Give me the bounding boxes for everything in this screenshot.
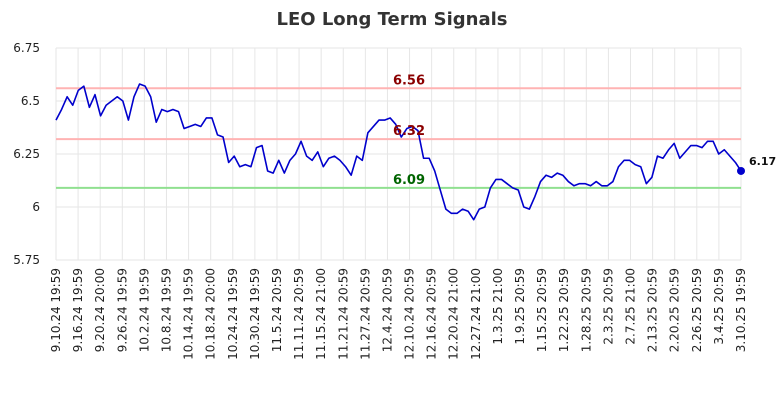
x-tick-label: 9.26.24 19:59 [115,268,129,352]
x-tick-label: 2.20.25 20:59 [668,268,682,352]
y-tick-label: 5.75 [13,253,40,267]
series-layer [55,83,745,221]
x-tick-label: 10.30.24 19:59 [248,268,262,360]
reference-lines [56,87,741,189]
x-tick-label: 11.27.24 20:59 [358,268,372,360]
x-tick-label: 12.16.24 20:59 [425,268,439,360]
series-line [55,83,742,221]
x-tick-label: 2.7.25 21:00 [624,268,638,345]
chart-title: LEO Long Term Signals [277,9,508,30]
x-tick-label: 2.26.25 20:59 [690,268,704,352]
x-tick-label: 10.2.24 19:59 [137,268,151,352]
x-tick-label: 3.4.25 20:59 [712,268,726,345]
grid [55,47,742,261]
x-tick-label: 12.27.24 21:00 [469,268,483,360]
last-value-label: 6.17 [749,155,776,168]
x-tick-label: 11.15.24 21:00 [314,268,328,360]
reference-line-label: 6.32 [393,124,425,139]
x-tick-label: 11.5.24 20:59 [270,268,284,352]
x-tick-label: 12.10.24 20:59 [403,268,417,360]
x-tick-label: 2.3.25 20:59 [601,268,615,345]
labels: 6.17 6.56 6.32 6.09 [393,73,776,188]
axes: 5.75 6 6.25 6.5 6.75 9.10.24 19:59 9.16.24 19:… [13,41,748,360]
x-tick-label: 11.11.24 20:59 [292,268,306,360]
reference-line-label: 6.56 [393,73,425,88]
x-tick-label: 1.22.25 20:59 [557,268,571,352]
x-tick-label: 9.20.24 20:00 [93,268,107,352]
last-point [737,166,745,175]
x-tick-label: 2.13.25 20:59 [646,268,660,352]
y-tick-label: 6.75 [13,41,40,55]
y-tick-label: 6 [32,200,40,214]
x-tick-label: 1.3.25 21:00 [491,268,505,345]
y-tick-label: 6.25 [13,147,40,161]
x-tick-label: 1.9.25 20:59 [513,268,527,345]
x-tick-label: 3.10.25 19:59 [734,268,748,352]
x-tick-label: 10.24.24 19:59 [226,268,240,360]
x-tick-label: 11.21.24 20:59 [336,268,350,360]
x-tick-label: 10.18.24 20:00 [204,268,218,360]
x-tick-label: 9.16.24 19:59 [71,268,85,352]
y-tick-label: 6.5 [21,94,40,108]
x-tick-label: 9.10.24 19:59 [49,268,63,352]
x-tick-label: 12.4.24 20:59 [380,268,394,352]
x-tick-label: 1.28.25 20:59 [579,268,593,352]
x-tick-label: 10.14.24 19:59 [182,268,196,360]
reference-line-label: 6.09 [393,173,425,188]
x-tick-label: 12.20.24 21:00 [447,268,461,360]
x-tick-label: 1.15.25 20:59 [535,268,549,352]
x-tick-label: 10.8.24 19:59 [159,268,173,352]
